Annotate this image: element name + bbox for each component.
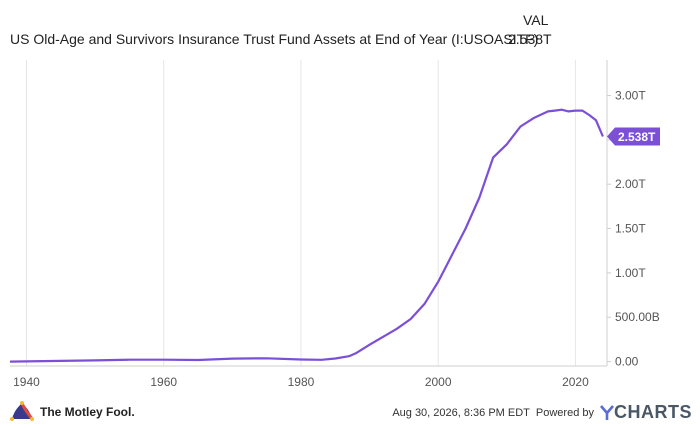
val-column-label: VAL (523, 12, 549, 28)
x-tick-label: 2000 (425, 375, 452, 389)
y-tick-label: 1.50T (615, 222, 646, 236)
series-line (9, 108, 604, 363)
y-tick-label: 1.00T (615, 266, 646, 280)
timestamp: Aug 30, 2026, 8:36 PM EDT (392, 406, 530, 419)
jester-hat-icon (10, 401, 34, 421)
x-tick-label: 1980 (288, 375, 315, 389)
chart-title: US Old-Age and Survivors Insurance Trust… (10, 31, 539, 47)
ycharts-logo[interactable]: CHARTS (600, 402, 692, 423)
footer-attribution: Aug 30, 2026, 8:36 PM EDT Powered by CHA… (392, 402, 692, 423)
x-tick-label: 1940 (13, 375, 40, 389)
last-value-badge (607, 127, 660, 146)
y-tick-label: 500.00B (615, 310, 660, 324)
last-value-label: 2.538T (618, 130, 656, 144)
y-tick-label: 0.00 (615, 355, 639, 369)
chart-header: US Old-Age and Survivors Insurance Trust… (0, 0, 700, 50)
motley-fool-text: The Motley Fool. (40, 405, 135, 419)
ycharts-y-icon (600, 404, 614, 420)
x-tick-label: 1960 (150, 375, 177, 389)
val-column-value: 2.538T (508, 31, 552, 47)
powered-by-label: Powered by (535, 406, 594, 419)
x-tick-label: 2020 (562, 375, 589, 389)
motley-fool-logo: The Motley Fool. (10, 400, 135, 424)
y-tick-label: 3.00T (615, 88, 646, 102)
line-chart: 1940 1960 1980 2000 2020 0.00 500.00B 1.00T 1.50… (9, 60, 660, 389)
ycharts-text: CHARTS (614, 402, 692, 422)
y-tick-label: 2.00T (615, 177, 646, 191)
